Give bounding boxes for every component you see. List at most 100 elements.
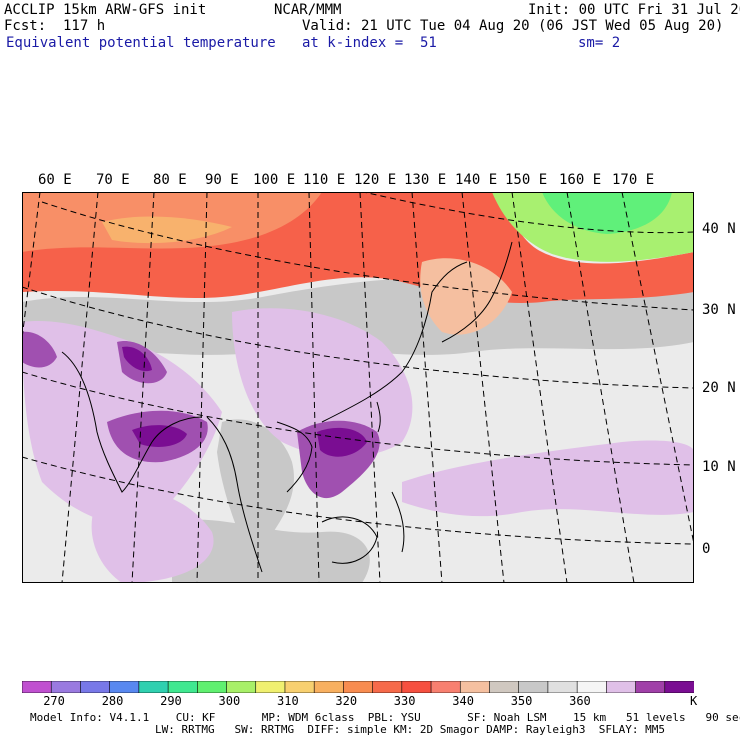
colorbar-swatch bbox=[343, 681, 374, 693]
colorbar-tick-label: 330 bbox=[393, 694, 416, 708]
coastline-indochina bbox=[206, 416, 263, 573]
lat-label-0: 0 bbox=[702, 541, 711, 557]
green-core-ne bbox=[542, 192, 672, 234]
latitude-line-40n bbox=[361, 192, 694, 234]
meridian-160e bbox=[566, 192, 635, 583]
lon-label-160e: 160 E bbox=[559, 172, 602, 188]
latitude-line-20n bbox=[22, 286, 694, 389]
coastline-japan bbox=[441, 241, 513, 343]
warm-band-yellow bbox=[102, 216, 232, 244]
model-info-line1: Model Info: V4.1.1 CU: KF MP: WDM 6class… bbox=[30, 711, 740, 724]
colorbar-swatch bbox=[50, 681, 82, 693]
coastlines bbox=[61, 241, 513, 573]
colorbar-tick-label: 340 bbox=[452, 694, 474, 708]
colorbar-swatch bbox=[430, 681, 461, 693]
colorbar-swatch bbox=[489, 681, 520, 693]
producer-label: NCAR/MMM bbox=[274, 2, 342, 18]
coastline-china bbox=[321, 261, 468, 423]
colorbar-tick-label: 300 bbox=[218, 694, 241, 708]
level-label: at k-index = 51 bbox=[302, 35, 437, 51]
lat-label-30n: 30 N bbox=[702, 302, 736, 318]
meridian-170e bbox=[621, 192, 694, 547]
forecast-hour: Fcst: 117 h bbox=[4, 18, 106, 34]
lilac-region-pacific bbox=[402, 440, 694, 517]
map-frame bbox=[22, 192, 694, 583]
model-title: ACCLIP 15km ARW-GFS init bbox=[4, 2, 207, 18]
coastline-vietnam bbox=[276, 421, 313, 493]
latitude-line-10n bbox=[22, 371, 694, 466]
deep-purple-core-bay bbox=[132, 425, 187, 447]
colorbar-swatch bbox=[606, 681, 637, 693]
colorbar-swatch bbox=[401, 681, 432, 693]
deep-purple-core-scs bbox=[317, 427, 367, 457]
meridian-150e bbox=[511, 192, 568, 583]
gray-patch-indochina bbox=[217, 419, 294, 562]
colorbar-swatch bbox=[109, 681, 140, 693]
coastline-borneo bbox=[321, 516, 378, 564]
colorbar-swatch bbox=[635, 681, 666, 693]
colorbar bbox=[22, 681, 694, 693]
lon-label-90e: 90 E bbox=[205, 172, 239, 188]
colorbar-tick-label: 270 bbox=[43, 694, 65, 708]
graticule-latitude bbox=[22, 192, 694, 545]
meridian-130e bbox=[411, 192, 443, 583]
colorbar-swatch bbox=[284, 681, 315, 693]
coastline-india bbox=[61, 351, 203, 493]
purple-region-west bbox=[22, 331, 57, 368]
colorbar-tick-label: 280 bbox=[101, 694, 124, 708]
lon-label-170e: 170 E bbox=[612, 172, 655, 188]
meridian-110e bbox=[308, 192, 320, 583]
colorbar-swatch bbox=[313, 681, 344, 693]
lon-label-100e: 100 E bbox=[253, 172, 296, 188]
lon-label-150e: 150 E bbox=[505, 172, 548, 188]
coastline-philippines bbox=[391, 491, 405, 553]
lon-label-70e: 70 E bbox=[96, 172, 130, 188]
smoothing-label: sm= 2 bbox=[578, 35, 621, 51]
colorbar-tick-label: 320 bbox=[335, 694, 358, 708]
latitude-line-0 bbox=[22, 456, 694, 545]
meridian-60e bbox=[22, 192, 41, 343]
lon-label-120e: 120 E bbox=[354, 172, 397, 188]
meridian-90e bbox=[196, 192, 208, 583]
colorbar-swatch bbox=[167, 681, 198, 693]
colorbar-swatch bbox=[576, 681, 607, 693]
lon-label-140e: 140 E bbox=[455, 172, 498, 188]
lat-label-10n: 10 N bbox=[702, 459, 736, 475]
meridian-120e bbox=[359, 192, 381, 583]
colorbar-swatch bbox=[518, 681, 549, 693]
colorbar-swatch bbox=[255, 681, 286, 693]
meridian-140e bbox=[461, 192, 505, 583]
meridian-80e bbox=[131, 192, 155, 583]
theta-e-map bbox=[22, 192, 694, 583]
latitude-line-30n bbox=[41, 201, 694, 311]
colorbar-swatch bbox=[664, 681, 694, 693]
colorbar-swatch bbox=[80, 681, 111, 693]
field-name: Equivalent potential temperature bbox=[6, 35, 276, 51]
lat-label-20n: 20 N bbox=[702, 380, 736, 396]
colorbar-tick-label: 360 bbox=[569, 694, 591, 708]
lon-label-110e: 110 E bbox=[303, 172, 346, 188]
coastline-taiwan bbox=[376, 401, 381, 433]
colorbar-tick-label: 290 bbox=[160, 694, 182, 708]
colorbar-swatch bbox=[547, 681, 578, 693]
lon-label-60e: 60 E bbox=[38, 172, 72, 188]
colorbar-swatch bbox=[197, 681, 228, 693]
gray-patch-south bbox=[172, 519, 370, 583]
lon-label-130e: 130 E bbox=[404, 172, 447, 188]
colorbar-swatch bbox=[372, 681, 403, 693]
colorbar-swatch bbox=[226, 681, 257, 693]
lon-label-80e: 80 E bbox=[153, 172, 187, 188]
colorbar-swatch bbox=[459, 681, 491, 693]
colorbar-tick-label: 310 bbox=[277, 694, 299, 708]
colorbar-swatch bbox=[22, 681, 52, 693]
colorbar-tick-label: 350 bbox=[510, 694, 533, 708]
lilac-region-china bbox=[232, 308, 413, 457]
colorbar-swatch bbox=[138, 681, 169, 693]
lilac-region-ocean-south bbox=[91, 489, 214, 583]
init-time: Init: 00 UTC Fri 31 Jul 20 bbox=[528, 2, 740, 18]
graticule-longitude bbox=[22, 192, 694, 583]
meridian-70e bbox=[61, 192, 99, 583]
model-info-line2: LW: RRTMG SW: RRTMG DIFF: simple KM: 2D … bbox=[155, 723, 665, 736]
colorbar-unit: K bbox=[690, 694, 698, 708]
lat-label-40n: 40 N bbox=[702, 221, 736, 237]
